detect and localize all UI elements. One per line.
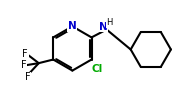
Text: Cl: Cl [92, 64, 103, 74]
Text: F: F [25, 72, 31, 82]
Text: N: N [99, 22, 108, 32]
Text: F: F [21, 60, 27, 70]
Text: H: H [106, 18, 113, 27]
Text: N: N [68, 21, 77, 31]
Text: F: F [23, 49, 28, 59]
